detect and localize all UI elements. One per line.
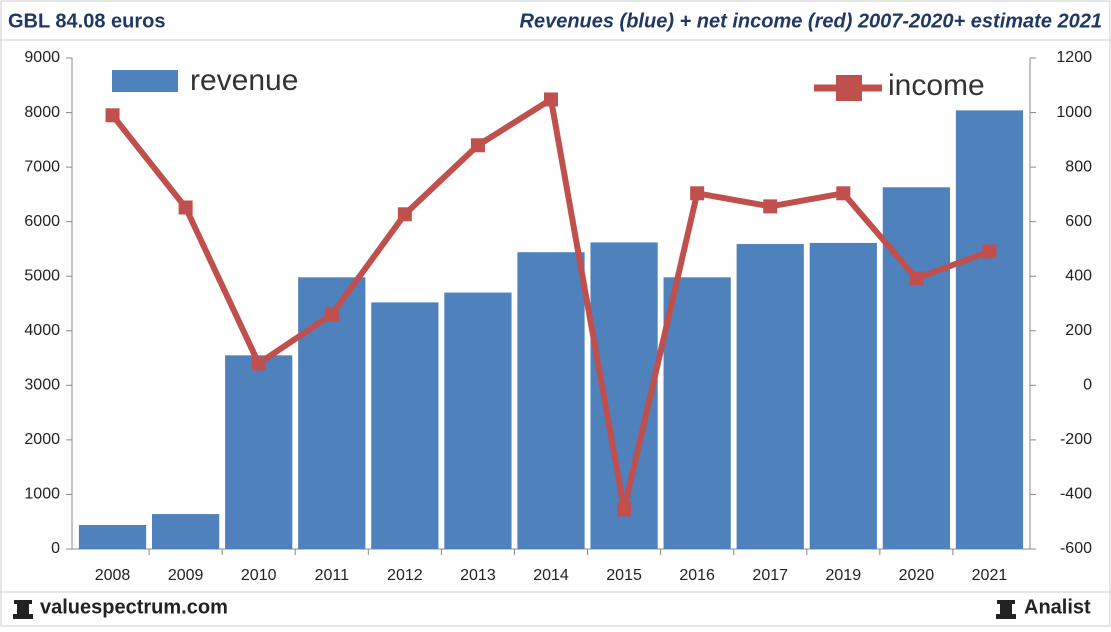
income-marker — [397, 207, 412, 222]
bar — [152, 514, 220, 549]
credit: Analist — [1024, 596, 1091, 618]
legend-label: income — [888, 69, 985, 102]
x-tick-label: 2017 — [752, 567, 788, 584]
bar — [663, 277, 731, 549]
y2-tick-label: 1000 — [1056, 104, 1092, 121]
income-marker — [324, 307, 339, 322]
y2-tick-label: 1200 — [1056, 49, 1092, 66]
x-tick-label: 2014 — [533, 567, 569, 584]
source: valuespectrum.com — [40, 596, 228, 618]
income-marker — [544, 92, 558, 107]
bar — [225, 355, 293, 549]
y-tick-label: 7000 — [24, 158, 60, 175]
x-tick-label: 2008 — [95, 567, 131, 584]
income-marker — [836, 186, 851, 201]
legend-swatch-marker — [836, 75, 862, 101]
x-tick-label: 2012 — [387, 567, 423, 584]
y-tick-label: 6000 — [24, 213, 60, 230]
income-marker — [982, 244, 997, 259]
bar — [882, 187, 950, 549]
bar — [809, 242, 877, 549]
x-tick-label: 2009 — [168, 567, 204, 584]
bar — [517, 252, 585, 549]
y2-tick-label: 600 — [1065, 213, 1092, 230]
income-marker — [690, 186, 705, 201]
y2-tick-label: 800 — [1065, 158, 1092, 175]
income-marker — [617, 502, 632, 517]
income-marker — [470, 138, 485, 153]
bar — [736, 244, 804, 550]
bar — [371, 302, 439, 549]
legend-box — [804, 57, 994, 109]
y2-tick-label: -600 — [1060, 540, 1092, 557]
legend-label: revenue — [190, 64, 298, 97]
y2-tick-label: -400 — [1060, 486, 1092, 503]
bar — [298, 277, 366, 549]
bar — [78, 524, 147, 549]
income-marker — [251, 356, 266, 371]
x-tick-label: 2020 — [899, 567, 935, 584]
bar — [444, 292, 512, 549]
income-marker — [178, 200, 193, 215]
y-tick-label: 3000 — [24, 377, 60, 394]
y-tick-label: 8000 — [24, 104, 60, 121]
chart-subtitle: Revenues (blue) + net income (red) 2007-… — [520, 10, 1103, 32]
x-tick-label: 2016 — [679, 567, 715, 584]
y2-tick-label: 0 — [1083, 377, 1092, 394]
x-tick-label: 2021 — [972, 567, 1008, 584]
logo-icon — [13, 600, 1016, 619]
income-marker — [105, 108, 120, 123]
y-tick-label: 0 — [51, 540, 60, 557]
x-tick-label: 2011 — [315, 567, 350, 584]
y-tick-label: 1000 — [24, 486, 60, 503]
x-tick-label: 2013 — [460, 567, 496, 584]
y-tick-label: 4000 — [24, 322, 60, 339]
legend-swatch — [112, 70, 178, 92]
y-tick-label: 2000 — [24, 431, 60, 448]
y-tick-label: 9000 — [24, 49, 60, 66]
plot: 0100020003000400050006000700080009000-60… — [24, 49, 1092, 584]
x-tick-label: 2019 — [826, 567, 862, 584]
income-marker — [909, 271, 924, 286]
x-tick-label: 2015 — [606, 567, 642, 584]
y-tick-label: 5000 — [24, 267, 60, 284]
chart-title: GBL 84.08 euros — [8, 10, 165, 32]
y2-tick-label: 400 — [1065, 267, 1092, 284]
y2-tick-label: -200 — [1060, 431, 1092, 448]
bar — [955, 110, 1024, 549]
income-marker — [763, 199, 778, 214]
x-tick-label: 2010 — [241, 567, 277, 584]
y2-tick-label: 200 — [1065, 322, 1092, 339]
